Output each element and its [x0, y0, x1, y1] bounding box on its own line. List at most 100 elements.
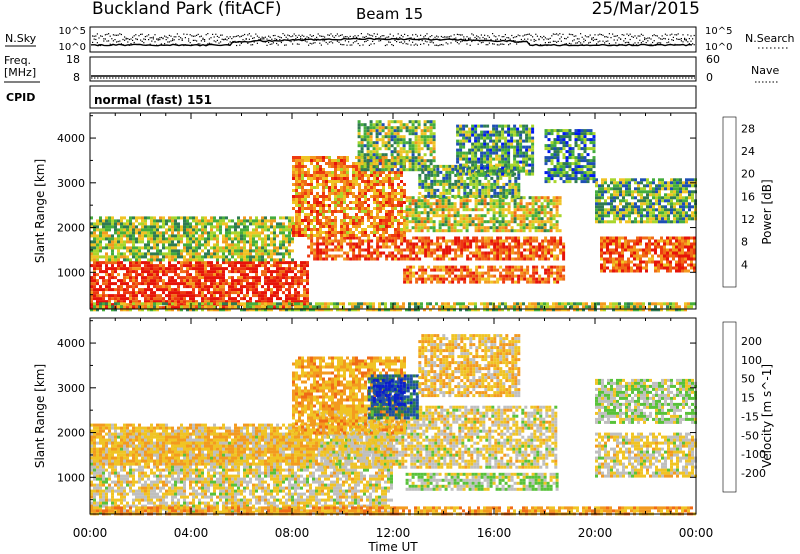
heatmap-cell [393, 156, 397, 160]
heatmap-cell [319, 248, 323, 252]
noise-dot [450, 35, 452, 37]
heatmap-cell [460, 254, 464, 258]
heatmap-cell [358, 204, 361, 207]
heatmap-cell [216, 243, 219, 247]
noise-dot [588, 42, 590, 44]
heatmap-cell [201, 276, 204, 280]
heatmap-cell [463, 239, 467, 243]
heatmap-cell [346, 213, 349, 216]
heatmap-cell [204, 255, 207, 259]
heatmap-cell [228, 264, 231, 268]
heatmap-cell [96, 249, 99, 253]
heatmap-cell [367, 234, 370, 237]
heatmap-cell [174, 219, 177, 223]
heatmap-cell [171, 249, 174, 253]
heatmap-cell [204, 228, 207, 232]
heatmap-cell [264, 237, 267, 241]
heatmap-cell [562, 251, 566, 255]
noise-dot [471, 40, 473, 43]
heatmap-cell [153, 219, 156, 223]
noise-dot [116, 41, 118, 43]
heatmap-cell [372, 141, 376, 145]
noise-dot [645, 38, 647, 40]
noise-dot [151, 37, 153, 39]
heatmap-cell [108, 258, 111, 262]
heatmap-cell [186, 291, 189, 295]
heatmap-cell [399, 165, 403, 169]
heatmap-cell [522, 214, 526, 218]
heatmap-cell [382, 192, 385, 195]
heatmap-cell [156, 240, 159, 244]
noise-dot [120, 33, 122, 36]
heatmap-cell [390, 153, 394, 157]
heatmap-cell [381, 138, 385, 142]
heatmap-cell [340, 174, 343, 177]
heatmap-cell [108, 255, 111, 259]
heatmap-cell [372, 156, 376, 160]
heatmap-cell [304, 234, 307, 237]
heatmap-cell [207, 255, 210, 259]
heatmap-cell [481, 257, 485, 261]
heatmap-cell [481, 236, 485, 240]
heatmap-cell [552, 199, 556, 203]
heatmap-cell [355, 207, 358, 210]
heatmap-cell [267, 234, 270, 238]
heatmap-cell [285, 261, 288, 265]
heatmap-cell [480, 214, 484, 218]
heatmap-cell [373, 216, 376, 219]
noise-dot [306, 41, 308, 43]
heatmap-cell [459, 163, 463, 167]
heatmap-cell [357, 123, 361, 127]
heatmap-cell [448, 191, 452, 195]
heatmap-cell [429, 129, 433, 133]
noise-dot [226, 39, 228, 41]
heatmap-cell [147, 234, 150, 238]
heatmap-cell [529, 245, 533, 249]
heatmap-cell [325, 251, 329, 255]
heatmap-cell [460, 245, 464, 249]
heatmap-cell [183, 285, 186, 289]
heatmap-cell [427, 173, 431, 177]
heatmap-cell [270, 297, 273, 301]
heatmap-cell [141, 261, 144, 265]
heatmap-cell [463, 248, 467, 252]
noise-dot [272, 42, 274, 44]
heatmap-cell [282, 222, 285, 226]
heatmap-cell [261, 219, 264, 223]
noise-dot [348, 41, 350, 43]
noise-dot [228, 37, 230, 39]
noise-dot [384, 44, 386, 47]
heatmap-cell [240, 276, 243, 280]
heatmap-cell [403, 225, 406, 228]
heatmap-cell [423, 123, 427, 127]
heatmap-cell [150, 282, 153, 286]
heatmap-cell [294, 261, 297, 265]
heatmap-cell [132, 246, 135, 250]
heatmap-cell [369, 144, 373, 148]
heatmap-cell [468, 199, 472, 203]
noise-dot [178, 35, 180, 38]
heatmap-cell [126, 297, 129, 301]
heatmap-cell [144, 252, 147, 256]
heatmap-cell [418, 191, 422, 195]
heatmap-cell [423, 153, 427, 157]
heatmap-cell [366, 135, 370, 139]
heatmap-cell [156, 264, 159, 268]
heatmap-cell [459, 154, 463, 158]
heatmap-cell [396, 168, 400, 172]
heatmap-cell [213, 216, 216, 220]
noise-dot [196, 34, 198, 36]
heatmap-cell [288, 282, 291, 286]
heatmap-cell [487, 257, 491, 261]
heatmap-cell [376, 228, 379, 231]
heatmap-cell [366, 144, 370, 148]
heatmap-cell [132, 288, 135, 292]
heatmap-cell [349, 234, 352, 237]
heatmap-cell [96, 300, 99, 304]
heatmap-cell [147, 288, 150, 292]
heatmap-cell [93, 267, 96, 271]
heatmap-cell [400, 242, 404, 246]
heatmap-cell [447, 208, 451, 212]
heatmap-cell [234, 261, 237, 265]
heatmap-cell [328, 198, 331, 201]
